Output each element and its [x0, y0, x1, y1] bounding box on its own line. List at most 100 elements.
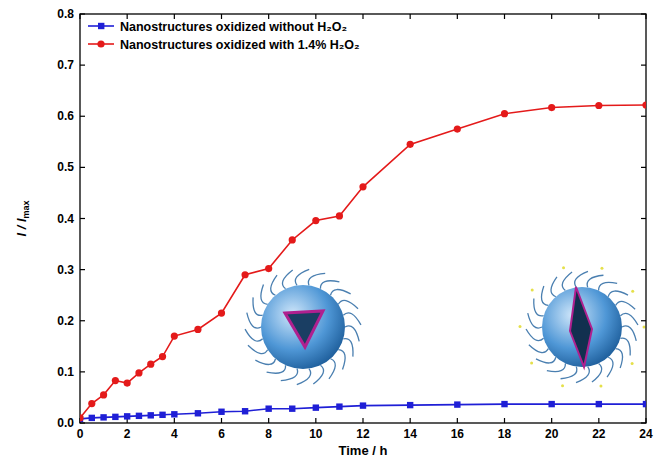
sphere [542, 287, 622, 367]
ligand [562, 272, 572, 291]
ligand [320, 281, 339, 289]
released-dot [631, 362, 634, 365]
x-tick [645, 418, 646, 423]
released-dot [600, 267, 603, 270]
series-marker [136, 413, 142, 419]
x-tick [174, 418, 175, 423]
x-tick-label: 2 [124, 427, 131, 441]
series-marker [218, 409, 224, 415]
ligand [248, 345, 268, 353]
ligand [592, 363, 602, 382]
x-tick-top [315, 14, 316, 19]
x-tick-top [504, 14, 505, 19]
x-axis-title: Time / h [339, 443, 388, 458]
y-tick-label: 0.6 [57, 109, 74, 123]
released-dot [561, 384, 564, 387]
ligand [616, 301, 635, 309]
x-tick [362, 418, 363, 423]
y-tick [80, 422, 85, 423]
released-dot [599, 385, 602, 388]
x-tick-top [79, 14, 80, 19]
released-dot [562, 266, 565, 269]
x-tick [551, 418, 552, 423]
series-marker [407, 141, 414, 148]
x-tick-top [127, 14, 128, 19]
ligand [561, 367, 577, 379]
x-tick-label: 22 [592, 427, 606, 441]
ligand [526, 329, 544, 341]
x-tick-label: 12 [356, 427, 370, 441]
legend-label: Nanostructures oxidized with 1.4% H₂O₂ [120, 38, 360, 52]
y-tick-right [641, 218, 646, 219]
series-marker [312, 217, 319, 224]
x-tick [315, 418, 316, 423]
ligand [547, 363, 566, 371]
series-marker [360, 402, 366, 408]
legend-label: Nanostructures oxidized without H₂O₂ [120, 20, 347, 34]
ligand [620, 313, 638, 325]
y-tick-right [641, 13, 646, 14]
legend: Nanostructures oxidized without H₂O₂ Nano… [88, 20, 360, 52]
y-tick-label: 0.5 [57, 160, 74, 174]
series-marker [313, 404, 319, 410]
y-tick-label: 0.8 [57, 7, 74, 21]
series-marker [135, 369, 142, 376]
x-tick-top [645, 14, 646, 19]
ligand [343, 313, 361, 325]
series-marker [171, 332, 178, 339]
series-marker [100, 391, 107, 398]
series-marker [112, 377, 119, 384]
y-tick-label: 0.3 [57, 263, 74, 277]
y-tick [80, 320, 85, 321]
released-dot [519, 325, 522, 328]
ligand [576, 367, 589, 383]
ligand [338, 300, 358, 308]
series-line [80, 105, 646, 418]
y-tick-label: 0.2 [57, 314, 74, 328]
nanosphere-illustration [245, 269, 361, 384]
series-marker [194, 326, 201, 333]
series-marker [89, 415, 95, 421]
x-tick-label: 8 [265, 427, 272, 441]
x-tick [410, 418, 411, 423]
released-dot [643, 326, 646, 329]
x-tick-label: 20 [545, 427, 559, 441]
x-tick-label: 4 [171, 427, 178, 441]
y-tick-right [641, 116, 646, 117]
x-tick [268, 418, 269, 423]
series-marker [80, 414, 84, 421]
y-tick-right [641, 320, 646, 321]
x-tick-label: 16 [451, 427, 465, 441]
x-tick-top [598, 14, 599, 19]
ligand [313, 365, 323, 384]
ligand [575, 271, 588, 287]
nanosphere-illustration [519, 266, 646, 387]
x-tick-label: 6 [218, 427, 225, 441]
x-tick-label: 10 [309, 427, 323, 441]
series-marker [147, 361, 154, 368]
y-tick-right [641, 65, 646, 66]
y-tick [80, 13, 85, 14]
series-marker [265, 405, 271, 411]
ligand [282, 270, 292, 289]
series-marker [336, 212, 343, 219]
ligand [267, 365, 286, 373]
series-marker [454, 401, 460, 407]
ligand [255, 359, 275, 365]
x-tick [504, 418, 505, 423]
ligand [607, 357, 613, 377]
series-marker [642, 101, 646, 108]
y-tick [80, 371, 85, 372]
x-tick-top [221, 14, 222, 19]
series-marker [112, 414, 118, 420]
series-marker [501, 401, 507, 407]
series-marker [289, 405, 295, 411]
series-marker [407, 402, 413, 408]
y-tick-right [641, 269, 646, 270]
released-dot [530, 362, 533, 365]
x-tick-top [362, 14, 363, 19]
chart: 0246810121416182022240.00.10.20.30.40.50… [0, 0, 664, 470]
x-tick [598, 418, 599, 423]
series-marker [265, 265, 272, 272]
series-marker [124, 413, 130, 419]
